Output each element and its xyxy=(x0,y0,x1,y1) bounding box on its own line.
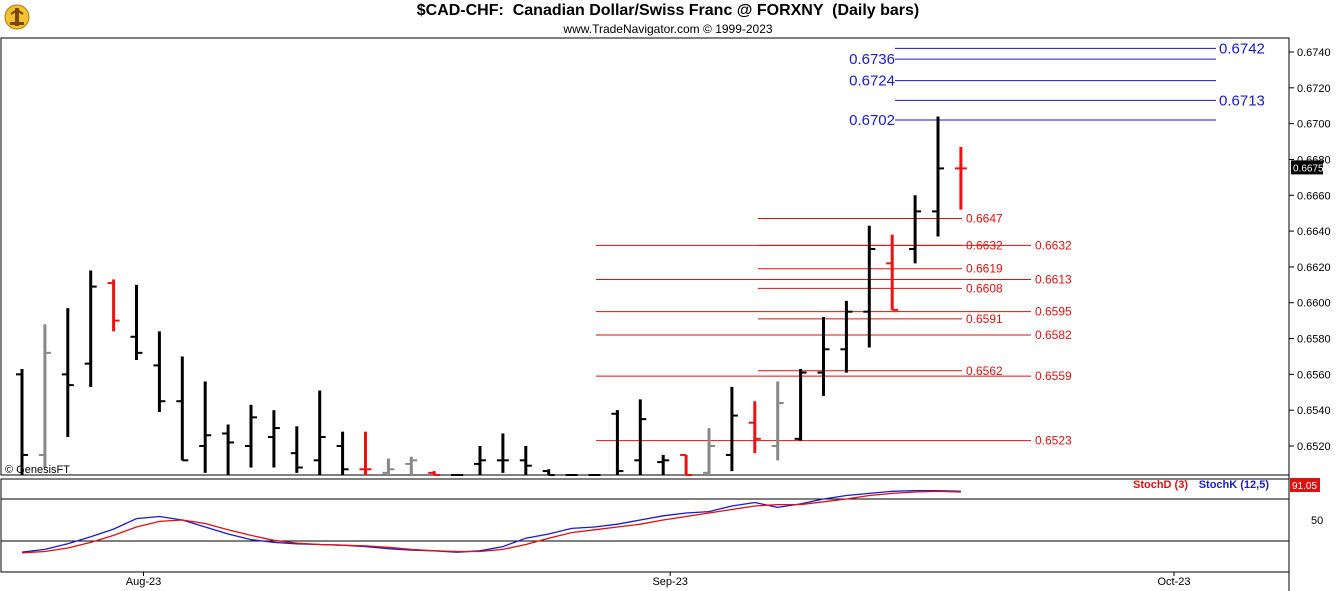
ohlc-bar xyxy=(474,446,486,475)
ohlc-bar xyxy=(519,446,532,475)
resistance-label: 0.6724 xyxy=(849,73,895,90)
support-label-far: 0.6582 xyxy=(1035,328,1072,342)
ohlc-bar xyxy=(771,381,784,461)
y-tick-label: 0.6580 xyxy=(1297,334,1331,346)
stoch-d-legend: StochD (3) xyxy=(1133,479,1188,491)
ohlc-bar xyxy=(313,390,326,475)
ohlc-bar xyxy=(703,428,715,475)
y-tick-label: 0.6540 xyxy=(1297,405,1331,417)
y-tick-label: 0.6600 xyxy=(1297,298,1331,310)
y-tick-label: 0.6640 xyxy=(1297,226,1331,238)
ohlc-bar xyxy=(748,401,761,454)
ohlc-bar xyxy=(909,195,922,264)
support-label-near: 0.6608 xyxy=(966,281,1003,295)
last-price-tag xyxy=(1291,160,1323,175)
price-panel: 0.6520 0.6540 0.6560 0.6580 0.6600 0.6620 0.66… xyxy=(0,37,1331,591)
stoch-value-label: 91.05 xyxy=(1292,481,1317,492)
resistance-label: 0.6713 xyxy=(1219,92,1265,109)
y-tick-label: 0.6700 xyxy=(1297,119,1331,131)
ohlc-bar xyxy=(222,424,235,475)
stochastic-panel: 50 StochD (3) StochK (12,5) 91.05 xyxy=(0,478,1323,573)
ohlc-bar xyxy=(611,410,624,475)
ohlc-bar xyxy=(267,410,280,468)
ohlc-bar xyxy=(428,471,441,476)
ohlc-bar xyxy=(290,426,303,473)
y-tick-label: 0.6740 xyxy=(1297,47,1331,59)
support-label-far: 0.6613 xyxy=(1035,272,1072,286)
support-label-far: 0.6559 xyxy=(1035,369,1072,383)
x-tick-label: Sep-23 xyxy=(652,576,687,588)
ohlc-bar xyxy=(199,381,212,473)
support-label-near: 0.6591 xyxy=(966,312,1003,326)
ohlc-bar xyxy=(657,454,670,475)
ohlc-bar xyxy=(61,308,74,438)
ohlc-bar xyxy=(725,386,738,472)
ohlc-bar xyxy=(130,284,143,361)
ohlc-bar xyxy=(451,474,464,476)
x-tick-label: Oct-23 xyxy=(1157,576,1190,588)
y-tick-label: 0.6720 xyxy=(1297,83,1331,95)
stoch-k-legend: StochK (12,5) xyxy=(1199,479,1270,491)
support-label-far: 0.6523 xyxy=(1035,434,1072,448)
ohlc-bar xyxy=(634,399,647,475)
ohlc-bar xyxy=(565,474,578,476)
support-label-near: 0.6562 xyxy=(966,364,1003,378)
support-label-near: 0.6647 xyxy=(966,212,1003,226)
support-label-far: 0.6632 xyxy=(1035,238,1072,252)
ohlc-bar xyxy=(932,116,944,237)
ohlc-bar xyxy=(153,331,166,412)
ohlc-bar xyxy=(176,356,189,462)
stoch-y-tick: 50 xyxy=(1311,515,1323,527)
y-tick-label: 0.6620 xyxy=(1297,262,1331,274)
watermark-text: © GenesisFT xyxy=(5,464,70,476)
support-label-near: 0.6619 xyxy=(966,262,1003,276)
ohlc-bar xyxy=(16,368,28,475)
ohlc-bar xyxy=(38,324,51,468)
y-tick-label: 0.6520 xyxy=(1297,441,1331,453)
ohlc-bar xyxy=(817,317,830,396)
price-panel-frame xyxy=(0,37,1290,476)
ohlc-bar xyxy=(863,225,876,348)
ohlc-bar xyxy=(794,368,807,441)
y-tick-label: 0.6660 xyxy=(1297,190,1331,202)
chart-subtitle: www.TradeNavigator.com © 1999-2023 xyxy=(563,22,773,36)
ohlc-bar xyxy=(588,474,601,476)
x-tick-label: Aug-23 xyxy=(126,576,161,588)
resistance-label: 0.6736 xyxy=(849,51,895,68)
ohlc-bar xyxy=(84,270,97,387)
ohlc-bar xyxy=(954,146,967,210)
support-label-far: 0.6595 xyxy=(1035,305,1072,319)
ohlc-bar xyxy=(840,300,853,373)
ohlc-bar xyxy=(382,458,395,475)
ohlc-bar xyxy=(886,234,899,311)
ohlc-bar xyxy=(405,456,418,475)
last-price-label: 0.6675 xyxy=(1293,163,1324,174)
ohlc-bar xyxy=(542,469,555,476)
trade-navigator-logo-icon xyxy=(2,2,32,37)
ohlc-bar xyxy=(680,453,693,476)
y-tick-label: 0.6560 xyxy=(1297,369,1331,381)
chart-title: $CAD-CHF: Canadian Dollar/Swiss Franc @ … xyxy=(416,2,920,19)
ohlc-bar xyxy=(107,279,120,332)
stoch-series-line xyxy=(21,490,961,554)
ohlc-bar xyxy=(336,431,349,475)
ohlc-bar xyxy=(359,431,372,475)
resistance-label: 0.6702 xyxy=(849,112,895,129)
stoch-panel-frame xyxy=(0,478,1290,573)
resistance-label: 0.6742 xyxy=(1219,40,1265,57)
stoch-series-line xyxy=(21,489,961,553)
stoch-value-tag xyxy=(1290,478,1320,492)
ohlc-bar xyxy=(245,404,257,468)
ohlc-bar xyxy=(496,433,509,473)
